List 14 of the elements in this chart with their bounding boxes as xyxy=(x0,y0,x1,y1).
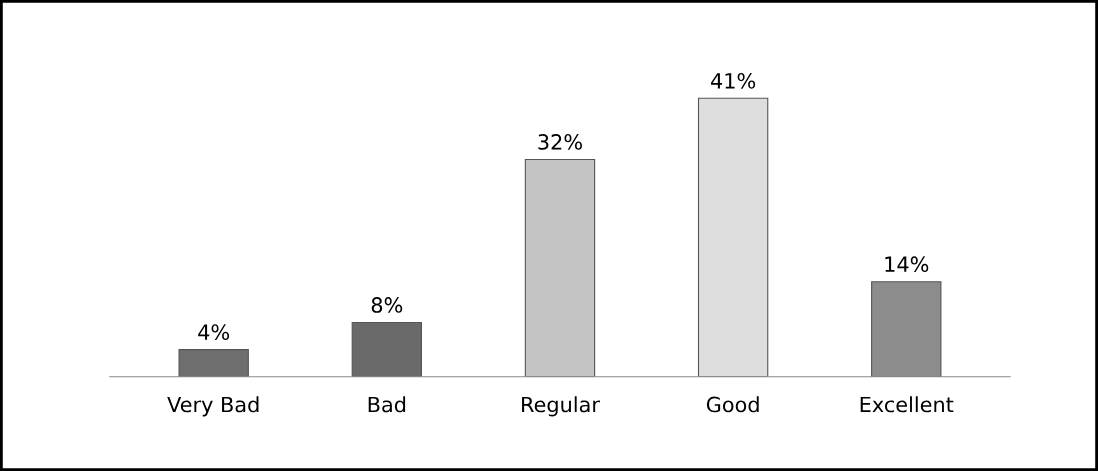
x-tick-label: Excellent xyxy=(860,396,954,413)
bar xyxy=(697,97,769,377)
bar xyxy=(351,321,423,377)
x-tick-label: Regular xyxy=(522,396,600,417)
x-tick-label: Very Bad xyxy=(167,396,259,417)
data-label: 41% xyxy=(710,72,756,89)
data-label: 14% xyxy=(885,256,929,273)
bar xyxy=(178,349,249,377)
bar xyxy=(524,158,596,377)
data-label: 8% xyxy=(371,297,403,313)
data-label: 32% xyxy=(538,134,582,150)
x-tick-label: Bad xyxy=(368,396,406,413)
data-label: 4% xyxy=(198,324,230,341)
x-tick-label: Good xyxy=(706,396,759,413)
